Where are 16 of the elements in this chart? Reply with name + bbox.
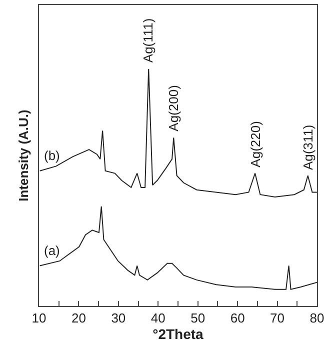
x-tick-label: 70 bbox=[270, 310, 285, 326]
series-label: (b) bbox=[44, 148, 60, 163]
annotation: Ag(220) bbox=[248, 121, 263, 168]
annotation: Ag(311) bbox=[300, 124, 316, 170]
x-tick-label: 50 bbox=[190, 310, 206, 326]
x-tick-label: 80 bbox=[310, 310, 324, 326]
y-axis-title: Intensity (A.U.) bbox=[16, 110, 31, 202]
x-tick-label: 10 bbox=[32, 310, 46, 326]
x-tick-label: 30 bbox=[111, 310, 126, 326]
x-tick-label: 40 bbox=[150, 310, 166, 326]
annotation: Ag(200) bbox=[166, 85, 181, 132]
series-label: (a) bbox=[44, 243, 60, 258]
annotation: Ag(111) bbox=[140, 18, 156, 63]
x-tick-label: 20 bbox=[71, 310, 86, 326]
x-tick-label: 60 bbox=[230, 310, 245, 326]
x-axis-title: °2Theta bbox=[152, 326, 204, 342]
